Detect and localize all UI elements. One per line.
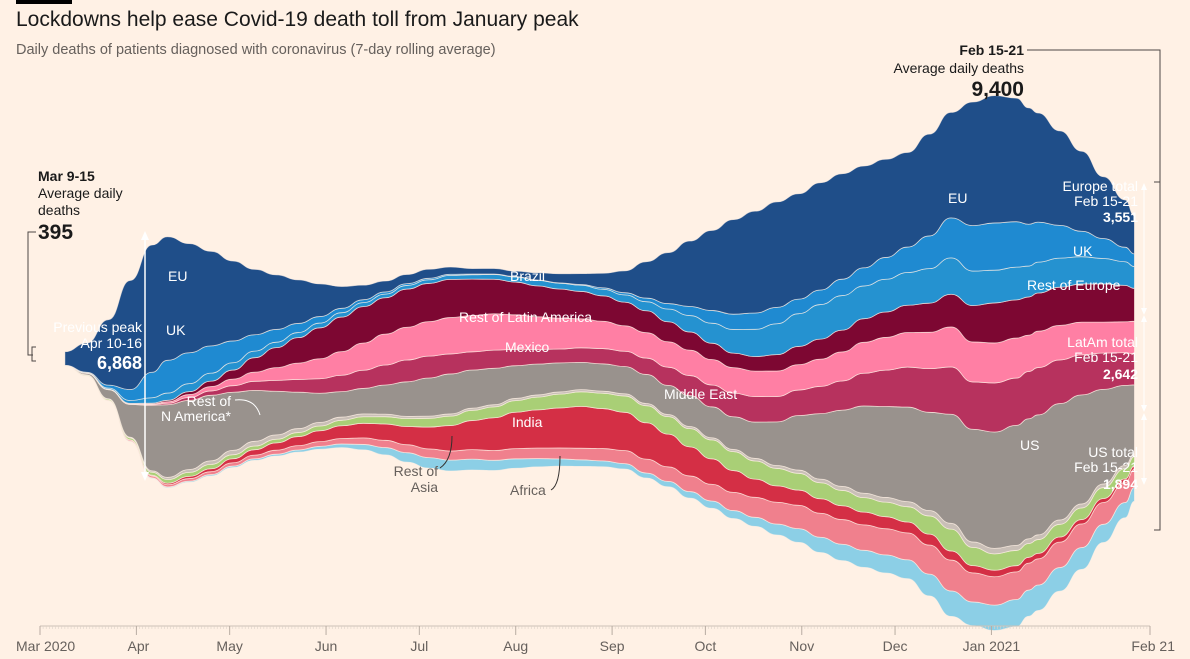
brand-bar [16,0,72,4]
x-tick-label: Apr [127,638,149,654]
us-total-label: US total [1088,444,1138,460]
rest-asia-leader [439,435,453,469]
us-total-date: Feb 15-21 [1074,459,1138,475]
x-tick-label: Feb 21 [1131,638,1175,654]
x-tick-label: Dec [883,638,908,654]
stream-layer-eu [64,95,1135,390]
start-date: Mar 9-15 [38,168,95,184]
x-tick-label: Jan 2021 [963,638,1021,654]
stream-layers [64,95,1135,631]
latam-total-value: 2,642 [1103,366,1138,382]
x-tick-label: Aug [503,638,528,654]
label-rest-asia-1: Rest of [394,463,438,479]
end-annotation: Feb 15-21 Average daily deaths 9,400 [894,42,1161,531]
prev-peak-value: 6,868 [97,353,142,373]
europe-total-date: Feb 15-21 [1074,193,1138,209]
arrow-down-icon [141,472,149,481]
label-rest-n-america-2: N America* [161,408,232,424]
start-bracket [27,231,36,356]
arrow-down-icon [1141,405,1147,412]
arrow-up-icon [1141,183,1147,190]
start-label-1: Average daily [38,185,123,201]
x-tick-label: Nov [789,638,814,654]
label-uk-left: UK [166,322,186,338]
label-africa: Africa [510,482,546,498]
prev-peak-label: Previous peak [53,319,143,335]
label-rest-asia-2: Asia [411,479,438,495]
prev-peak-annotation: Previous peak Apr 10-16 6,868 [53,231,149,481]
region-totals: Europe total Feb 15-21 3,551 LatAm total… [1063,178,1147,492]
label-rest-n-america-1: Rest of [187,393,231,409]
latam-total-date: Feb 15-21 [1074,349,1138,365]
arrow-down-icon [1141,308,1147,315]
chart-title: Lockdowns help ease Covid-19 death toll … [16,8,579,31]
prev-peak-date: Apr 10-16 [81,335,143,351]
label-rest-europe: Rest of Europe [1027,277,1121,293]
europe-total-label: Europe total [1063,178,1139,194]
label-eu-left: EU [168,268,187,284]
x-tick-label: Sep [600,638,625,654]
end-value: 9,400 [971,78,1024,101]
start-small-bracket [31,346,36,362]
arrow-down-icon [1141,478,1147,485]
label-uk-right: UK [1073,243,1093,259]
arrow-up-icon [1141,315,1147,322]
start-label-2: deaths [38,202,80,218]
start-value: 395 [38,221,73,244]
x-tick-label: Jul [410,638,428,654]
africa-leader [550,455,561,491]
label-eu-right: EU [948,190,967,206]
arrow-up-icon [141,231,149,240]
label-us: US [1020,437,1039,453]
end-date: Feb 15-21 [959,42,1024,58]
label-india: India [512,414,543,430]
x-tick-label: Oct [694,638,716,654]
latam-total-label: LatAm total [1067,334,1138,350]
label-brazil: Brazil [510,268,545,284]
x-axis: Mar 2020 Apr May Jun Jul Aug Sep Oct Nov Dec Jan 2… [16,625,1175,654]
end-label: Average daily deaths [894,60,1025,76]
series-labels: EU UK Brazil Rest of Latin America Mexic… [166,190,1121,453]
label-mexico: Mexico [505,339,550,355]
start-annotation: Mar 9-15 Average daily deaths 395 [27,168,123,362]
arrow-up-icon [1141,413,1147,420]
end-bracket [1027,49,1161,531]
chart-subtitle: Daily deaths of patients diagnosed with … [16,42,496,58]
us-total-value: 1,894 [1103,476,1138,492]
x-tick-label: May [216,638,242,654]
label-rest-latam: Rest of Latin America [459,309,592,325]
x-tick-label: Mar 2020 [16,638,75,654]
europe-total-value: 3,551 [1103,209,1138,225]
x-tick-label: Jun [315,638,338,654]
rest-n-america-leader [234,399,261,416]
label-middle-east: Middle East [664,386,737,402]
